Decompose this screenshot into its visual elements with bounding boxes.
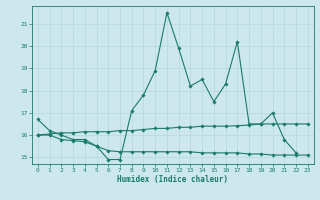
X-axis label: Humidex (Indice chaleur): Humidex (Indice chaleur) bbox=[117, 175, 228, 184]
